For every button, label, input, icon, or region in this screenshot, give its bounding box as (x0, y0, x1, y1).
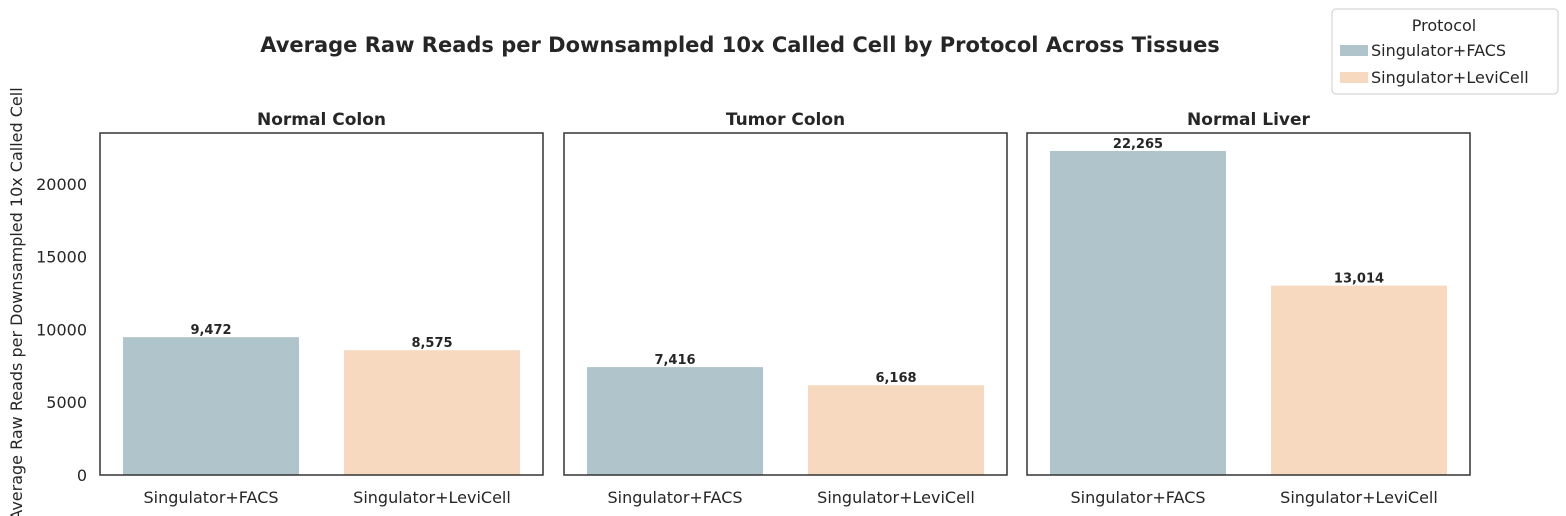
legend: Protocol Singulator+FACS Singulator+Levi… (1331, 8, 1559, 95)
panel-title: Normal Colon (257, 110, 386, 130)
y-tick-label: 0 (77, 466, 87, 485)
y-tick-label: 5000 (46, 393, 87, 412)
panel-title: Normal Liver (1187, 110, 1310, 130)
data-label: 22,265 (1113, 137, 1163, 152)
data-label: 6,168 (875, 371, 916, 386)
data-label: 8,575 (411, 336, 452, 351)
legend-title: Protocol (1412, 16, 1476, 35)
legend-entry-levicell: Singulator+LeviCell (1371, 68, 1529, 87)
y-axis-label: Average Raw Reads per Downsampled 10x Ca… (7, 87, 26, 516)
panel-frame (563, 132, 1008, 476)
x-tick-label: Singulator+FACS (143, 488, 278, 507)
legend-frame (1331, 8, 1559, 95)
bar-levicell (1271, 285, 1447, 475)
data-label: 7,416 (654, 353, 695, 368)
panel-frame (99, 132, 544, 476)
y-tick-label: 15000 (36, 248, 87, 267)
bar-facs (1050, 150, 1226, 475)
x-tick-label: Singulator+LeviCell (353, 488, 511, 507)
bar-levicell (344, 350, 520, 475)
legend-swatch-levicell (1340, 72, 1368, 83)
data-label: 9,472 (190, 323, 231, 338)
panel-1: Normal Colon 9,472 Singulator+FACS 8,575 Sin… (36, 110, 544, 507)
bar-facs (587, 367, 763, 475)
bar-levicell (808, 385, 984, 475)
y-tick-label: 10000 (36, 320, 87, 339)
panels: Normal Colon 9,472 Singulator+FACS 8,575 Sin… (36, 110, 1471, 507)
x-tick-label: Singulator+FACS (1070, 488, 1205, 507)
panel-2: Tumor Colon 7,416 Singulator+FACS 6,168 Sing… (563, 110, 1008, 507)
panel-3: Normal Liver 22,265 Singulator+FACS 13,014 S… (1026, 110, 1471, 507)
x-tick-label: Singulator+FACS (607, 488, 742, 507)
panel-title: Tumor Colon (726, 110, 845, 130)
bar-facs (123, 337, 299, 475)
chart-title: Average Raw Reads per Downsampled 10x Ca… (260, 33, 1220, 57)
x-tick-label: Singulator+LeviCell (817, 488, 975, 507)
data-label: 13,014 (1334, 272, 1384, 287)
panel-frame (1026, 132, 1471, 476)
y-tick-label: 20000 (36, 175, 87, 194)
legend-swatch-facs (1340, 45, 1368, 56)
x-tick-label: Singulator+LeviCell (1280, 488, 1438, 507)
legend-entry-facs: Singulator+FACS (1371, 41, 1506, 60)
